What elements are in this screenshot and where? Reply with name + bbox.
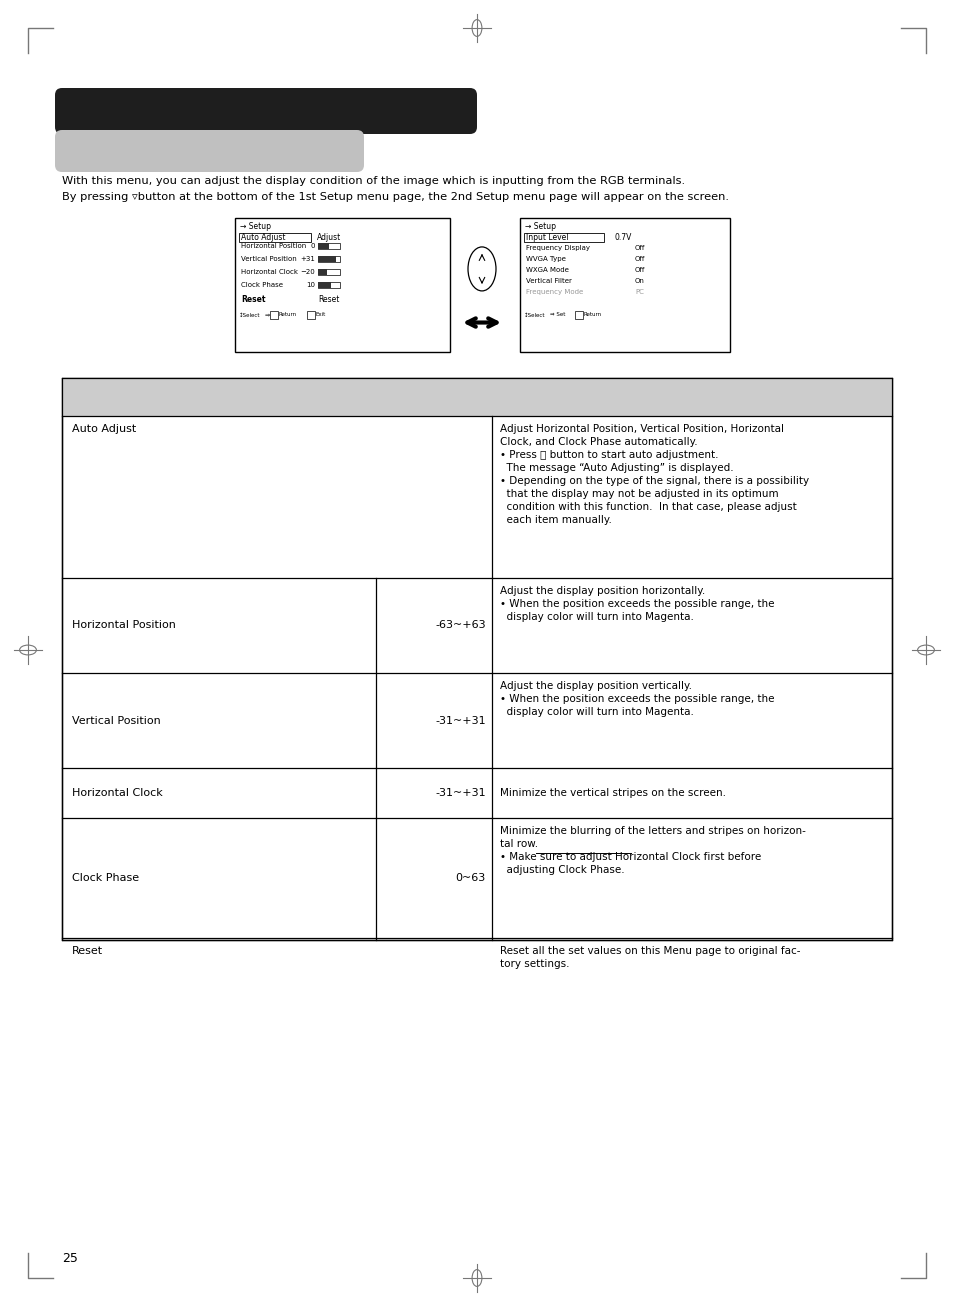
Text: Minimize the blurring of the letters and stripes on horizon-: Minimize the blurring of the letters and…	[499, 825, 805, 836]
Text: Off: Off	[635, 266, 644, 273]
Bar	[239, 232, 311, 242]
Text: ↕Select: ↕Select	[523, 312, 545, 317]
Text: With this menu, you can adjust the display condition of the image which is input: With this menu, you can adjust the displ…	[62, 176, 684, 185]
Text: each item manually.: each item manually.	[499, 515, 611, 525]
Text: → Setup: → Setup	[240, 222, 271, 231]
Text: Exit: Exit	[315, 312, 326, 317]
Bar	[317, 282, 331, 289]
Text: Reset: Reset	[317, 295, 339, 304]
Text: ↕Select: ↕Select	[239, 312, 260, 317]
Text: Return: Return	[278, 312, 296, 317]
Text: Off: Off	[635, 256, 644, 263]
Text: WVGA Type: WVGA Type	[525, 256, 565, 263]
Text: Off: Off	[635, 246, 644, 251]
Text: On: On	[635, 278, 644, 283]
Text: • Press ⓯ button to start auto adjustment.: • Press ⓯ button to start auto adjustmen…	[499, 451, 718, 460]
Text: display color will turn into Magenta.: display color will turn into Magenta.	[499, 613, 693, 622]
Text: Return: Return	[583, 312, 601, 317]
Text: Vertical Position: Vertical Position	[71, 716, 161, 726]
Text: ⇒: ⇒	[265, 312, 270, 317]
Text: Clock Phase: Clock Phase	[241, 282, 283, 289]
Bar	[523, 232, 603, 242]
Text: Auto Adjust: Auto Adjust	[241, 232, 285, 242]
Bar	[317, 256, 339, 263]
Text: 0: 0	[310, 243, 314, 249]
Text: Frequency Mode: Frequency Mode	[525, 289, 582, 295]
Text: WXGA Mode: WXGA Mode	[525, 266, 568, 273]
Text: Minimize the vertical stripes on the screen.: Minimize the vertical stripes on the scr…	[499, 788, 725, 798]
Text: Vertical Position: Vertical Position	[241, 256, 296, 263]
Text: -63~+63: -63~+63	[435, 620, 485, 631]
Text: 10: 10	[306, 282, 314, 289]
Text: Adjust Horizontal Position, Vertical Position, Horizontal: Adjust Horizontal Position, Vertical Pos…	[499, 424, 783, 434]
Text: tory settings.: tory settings.	[499, 959, 569, 969]
Text: Frequency Display: Frequency Display	[525, 246, 589, 251]
Text: Adjust: Adjust	[316, 232, 341, 242]
Bar	[234, 218, 450, 353]
Bar	[575, 311, 582, 319]
Text: -31~+31: -31~+31	[435, 788, 485, 798]
Text: Horizontal Clock: Horizontal Clock	[71, 788, 163, 798]
Text: PC: PC	[635, 289, 643, 295]
Text: • When the position exceeds the possible range, the: • When the position exceeds the possible…	[499, 599, 774, 609]
Text: Horizontal Position: Horizontal Position	[71, 620, 175, 631]
Text: • When the position exceeds the possible range, the: • When the position exceeds the possible…	[499, 693, 774, 704]
Text: Reset: Reset	[241, 295, 265, 304]
Bar	[62, 377, 891, 417]
Text: Auto Adjust: Auto Adjust	[71, 424, 136, 434]
Text: -31~+31: -31~+31	[435, 716, 485, 726]
Bar	[317, 243, 339, 249]
Text: Adjust the display position horizontally.: Adjust the display position horizontally…	[499, 586, 704, 596]
Text: condition with this function.  In that case, please adjust: condition with this function. In that ca…	[499, 502, 796, 512]
Bar	[317, 269, 327, 276]
Text: adjusting Clock Phase.: adjusting Clock Phase.	[499, 865, 624, 875]
Text: • Make sure to adjust Horizontal Clock first before: • Make sure to adjust Horizontal Clock f…	[499, 852, 760, 862]
Text: → Setup: → Setup	[524, 222, 556, 231]
Text: Clock, and Clock Phase automatically.: Clock, and Clock Phase automatically.	[499, 438, 697, 447]
Bar	[307, 311, 314, 319]
Text: 25: 25	[62, 1251, 78, 1264]
Bar	[270, 311, 277, 319]
Text: 0~63: 0~63	[456, 872, 485, 883]
Text: Reset: Reset	[71, 946, 103, 956]
Text: tal row.: tal row.	[499, 838, 537, 849]
Text: ⇒ Set: ⇒ Set	[550, 312, 565, 317]
Text: Adjust the display position vertically.: Adjust the display position vertically.	[499, 680, 691, 691]
Bar	[519, 218, 729, 353]
Text: Horizontal Position: Horizontal Position	[241, 243, 306, 249]
Text: +31: +31	[300, 256, 314, 263]
Text: display color will turn into Magenta.: display color will turn into Magenta.	[499, 707, 693, 717]
Text: • Depending on the type of the signal, there is a possibility: • Depending on the type of the signal, t…	[499, 475, 808, 486]
Bar	[317, 282, 339, 289]
Text: Vertical Filter: Vertical Filter	[525, 278, 571, 283]
FancyBboxPatch shape	[55, 88, 476, 135]
Text: 0.7V: 0.7V	[615, 232, 632, 242]
Text: Input Level: Input Level	[525, 232, 568, 242]
Text: Reset all the set values on this Menu page to original fac-: Reset all the set values on this Menu pa…	[499, 946, 800, 956]
Text: By pressing ▿button at the bottom of the 1st Setup menu page, the 2nd Setup menu: By pressing ▿button at the bottom of the…	[62, 192, 728, 202]
Bar	[317, 269, 339, 276]
FancyBboxPatch shape	[55, 131, 364, 172]
Text: that the display may not be adjusted in its optimum: that the display may not be adjusted in …	[499, 488, 778, 499]
Text: −20: −20	[300, 269, 314, 276]
Text: The message “Auto Adjusting” is displayed.: The message “Auto Adjusting” is displaye…	[499, 464, 733, 473]
Text: Clock Phase: Clock Phase	[71, 872, 139, 883]
Text: Horizontal Clock: Horizontal Clock	[241, 269, 297, 276]
Bar	[62, 377, 891, 940]
Bar	[317, 243, 329, 249]
Bar	[317, 256, 335, 263]
